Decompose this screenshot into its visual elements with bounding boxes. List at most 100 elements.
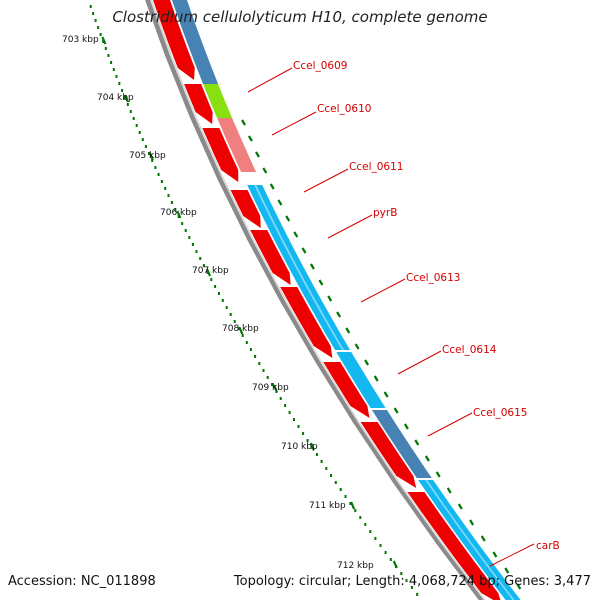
scale-label-706: 706 kbp (160, 208, 197, 218)
scale-labels: 703 kbp 704 kbp 705 kbp 706 kbp 707 kbp … (62, 35, 374, 571)
outer-tick (457, 503, 463, 510)
ruler-dot (195, 250, 198, 253)
ruler-dot (354, 509, 357, 512)
ruler-dot (225, 306, 228, 309)
ruler-dot (254, 355, 257, 358)
ruler-dot (107, 54, 110, 57)
ruler-dot (214, 285, 217, 288)
ruler-dot (170, 201, 173, 204)
ruler-dot (288, 411, 291, 414)
ruler-dot (221, 299, 224, 302)
ruler-dot (245, 341, 248, 344)
outer-tick (318, 279, 324, 286)
gene-label-pyrb[interactable]: pyrB (373, 207, 397, 219)
ruler-dot (258, 362, 261, 365)
ruler-dot (293, 418, 295, 421)
ruler-major-tick (392, 560, 398, 569)
cds-arrow-ccel-0614 (280, 287, 333, 358)
gene-label-leader-carb (489, 543, 535, 567)
cds-arrow-pyrb (230, 190, 261, 228)
outer-tick (269, 183, 275, 190)
ruler-dot (262, 369, 265, 372)
gene-label-ccel-0615[interactable]: Ccel_0615 (473, 407, 527, 419)
ruler-dot (118, 82, 121, 85)
outer-tick (301, 247, 307, 254)
gene-label-leader-ccel-0613 (360, 278, 406, 303)
cds-arrow-ccel-0610 (184, 84, 213, 124)
outer-tick (403, 423, 409, 430)
ruler-major-tick (123, 94, 130, 103)
outer-tick (516, 583, 522, 590)
cog-block-ccel-0611 (217, 118, 257, 172)
scale-label-707: 707 kbp (192, 266, 229, 276)
cds-arrow-ccel-0611 (202, 128, 239, 182)
outer-tick (327, 295, 333, 302)
ruler-dot (89, 5, 92, 8)
ruler-dot (174, 208, 177, 211)
ruler-dot (400, 572, 403, 575)
outer-tick (262, 167, 268, 174)
ruler-dot (320, 460, 323, 463)
outer-tick (285, 215, 291, 222)
scale-label-711: 711 kbp (309, 501, 346, 511)
outer-tick (446, 487, 452, 494)
ruler-major-tick (101, 36, 107, 45)
outer-tick (364, 359, 370, 366)
cds-arrow-gene (360, 422, 417, 488)
gene-label-leader-ccel-0609 (247, 67, 293, 93)
gene-label-carb[interactable]: carB (536, 540, 560, 552)
cds-arrow-ccel-0615 (323, 362, 370, 418)
ruler-dot (94, 19, 97, 22)
gene-label-ccel-0611[interactable]: Ccel_0611 (349, 161, 403, 173)
ruler-dot (344, 495, 347, 498)
ruler-dot (121, 89, 124, 92)
ruler-dot (184, 229, 187, 232)
ruler-dot (112, 68, 115, 71)
ruler-dot (157, 173, 160, 176)
ruler-dot (129, 110, 132, 113)
scale-label-712: 712 kbp (337, 561, 374, 571)
gene-label-leader-pyrb (327, 214, 373, 239)
outer-tick (504, 567, 510, 574)
gene-label-ccel-0613[interactable]: Ccel_0613 (406, 272, 460, 284)
cog-block-highlight (425, 480, 515, 600)
ruler-dot (218, 292, 220, 295)
ruler-major-tick (309, 442, 315, 451)
ruler-major-tick (148, 152, 154, 161)
ruler-dot (405, 579, 408, 582)
ruler-dot (144, 145, 147, 148)
ruler-dot (325, 467, 328, 470)
ruler-dot (92, 12, 95, 15)
ruler-dot (97, 26, 100, 29)
cds-arrow-ccel-0609 (153, 0, 195, 80)
outer-tick (277, 199, 283, 206)
accession-text: Accession: NC_011898 (8, 574, 156, 589)
ruler-dot (138, 131, 141, 134)
ruler-major-tick (205, 268, 212, 277)
ruler-dot (110, 61, 113, 64)
ruler-dot (104, 47, 107, 50)
gene-label-ccel-0614[interactable]: Ccel_0614 (442, 344, 497, 356)
ruler-dot (306, 439, 309, 442)
ruler-dot (416, 593, 419, 596)
ruler-dot (339, 488, 342, 491)
cog-block-ccel-0614 (336, 352, 386, 408)
ruler-dot (279, 397, 282, 400)
ruler-dot (369, 530, 372, 533)
ruler-dot (410, 586, 413, 589)
ruler-dot (141, 138, 144, 141)
ruler-dot (297, 425, 300, 428)
cog-block-highlight (254, 185, 345, 350)
outer-tick (247, 135, 253, 142)
ruler-dot (229, 313, 232, 316)
ruler-major-tick (238, 326, 244, 335)
outer-tick (309, 263, 315, 270)
ruler-dot (359, 516, 362, 519)
gene-label-ccel-0609[interactable]: Ccel_0609 (293, 60, 347, 72)
topology-text: Topology: circular; Length: 4,068,724 bp… (233, 574, 591, 589)
gene-label-ccel-0610[interactable]: Ccel_0610 (317, 103, 371, 115)
ruler-major-tick (350, 501, 356, 510)
ruler-dot (233, 320, 236, 323)
